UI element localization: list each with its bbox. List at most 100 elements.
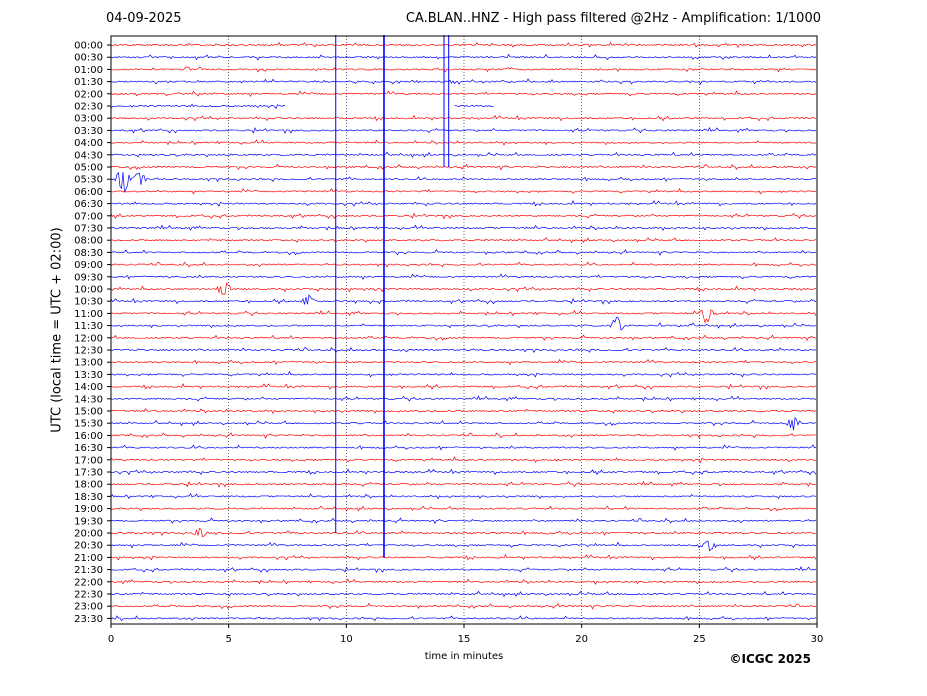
y-tick-label-10:30: 10:30 [74, 297, 103, 308]
trace-07:00 [110, 212, 817, 220]
y-tick-label-00:30: 00:30 [74, 53, 103, 64]
chart-title: CA.BLAN..HNZ - High pass filtered @2Hz -… [405, 11, 821, 26]
y-tick-label-19:00: 19:00 [74, 504, 103, 515]
trace-23:00 [110, 602, 817, 610]
trace-10:00 [110, 282, 817, 295]
date-label: 04-09-2025 [106, 11, 182, 26]
event-layer [335, 35, 450, 558]
trace-01:00 [110, 66, 817, 73]
trace-00:30 [110, 53, 817, 61]
y-tick-label-13:00: 13:00 [74, 358, 103, 369]
trace-22:00 [110, 578, 817, 585]
trace-14:30 [110, 395, 817, 402]
y-tick-label-12:00: 12:00 [74, 333, 103, 344]
y-tick-label-01:00: 01:00 [74, 65, 103, 76]
y-tick-label-00:00: 00:00 [74, 41, 103, 52]
trace-10:30 [110, 294, 817, 305]
trace-13:30 [110, 370, 817, 378]
trace-12:30 [110, 347, 817, 353]
y-tick-label-18:00: 18:00 [74, 480, 103, 491]
y-tick-label-23:00: 23:00 [74, 602, 103, 613]
trace-14:00 [110, 383, 817, 391]
trace-08:00 [110, 236, 817, 244]
trace-02:30 [110, 103, 494, 110]
y-tick-label-16:00: 16:00 [74, 431, 103, 442]
x-tick-label-5: 5 [225, 634, 231, 645]
trace-01:30 [110, 78, 817, 85]
y-tick-label-20:00: 20:00 [74, 529, 103, 540]
y-tick-label-18:30: 18:30 [74, 492, 103, 503]
y-tick-label-03:00: 03:00 [74, 114, 103, 125]
y-tick-label-17:00: 17:00 [74, 455, 103, 466]
y-tick-label-08:00: 08:00 [74, 236, 103, 247]
trace-18:30 [110, 493, 817, 500]
trace-04:00 [110, 139, 817, 146]
trace-05:00 [110, 163, 817, 171]
y-tick-label-05:30: 05:30 [74, 175, 103, 186]
y-tick-label-22:30: 22:30 [74, 590, 103, 601]
y-tick-label-12:30: 12:30 [74, 346, 103, 357]
trace-08:30 [110, 248, 817, 256]
trace-06:00 [110, 187, 817, 195]
trace-21:30 [110, 566, 817, 574]
trace-18:00 [110, 480, 817, 488]
trace-11:00 [110, 309, 817, 324]
y-tick-label-21:00: 21:00 [74, 553, 103, 564]
y-tick-label-06:30: 06:30 [74, 199, 103, 210]
y-tick-label-01:30: 01:30 [74, 77, 103, 88]
trace-07:30 [110, 224, 817, 232]
trace-02:00 [110, 90, 817, 98]
y-tick-label-23:30: 23:30 [74, 614, 103, 625]
trace-03:00 [110, 114, 817, 122]
trace-12:00 [110, 334, 817, 342]
trace-17:30 [110, 468, 817, 476]
trace-layer [110, 41, 817, 622]
y-tick-label-21:30: 21:30 [74, 565, 103, 576]
x-tick-label-0: 0 [108, 634, 114, 645]
trace-13:00 [110, 358, 817, 366]
y-tick-label-14:30: 14:30 [74, 394, 103, 405]
y-tick-label-20:30: 20:30 [74, 541, 103, 552]
trace-03:30 [110, 126, 817, 134]
trace-22:30 [110, 590, 817, 598]
y-tick-label-11:00: 11:00 [74, 309, 103, 320]
trace-20:00 [110, 527, 817, 538]
y-tick-label-08:30: 08:30 [74, 248, 103, 259]
y-tick-label-11:30: 11:30 [74, 321, 103, 332]
x-tick-label-10: 10 [340, 634, 353, 645]
trace-23:30 [110, 615, 817, 622]
y-tick-label-07:30: 07:30 [74, 224, 103, 235]
y-tick-label-14:00: 14:00 [74, 382, 103, 393]
x-tick-label-20: 20 [575, 634, 588, 645]
y-tick-label-02:00: 02:00 [74, 89, 103, 100]
y-tick-label-07:00: 07:00 [74, 211, 103, 222]
trace-17:00 [110, 456, 817, 463]
trace-06:30 [110, 200, 817, 207]
y-tick-label-02:30: 02:30 [74, 102, 103, 113]
y-tick-label-03:30: 03:30 [74, 126, 103, 137]
x-tick-label-30: 30 [811, 634, 824, 645]
trace-19:00 [110, 505, 817, 512]
y-tick-label-06:00: 06:00 [74, 187, 103, 198]
trace-04:30 [110, 151, 817, 158]
trace-09:00 [110, 261, 817, 268]
y-tick-label-13:30: 13:30 [74, 370, 103, 381]
y-tick-label-05:00: 05:00 [74, 163, 103, 174]
trace-20:30 [110, 540, 817, 552]
y-tick-label-15:30: 15:30 [74, 419, 103, 430]
trace-00:00 [110, 41, 817, 49]
x-axis-label: time in minutes [424, 651, 504, 662]
trace-15:00 [110, 408, 817, 415]
trace-19:30 [110, 517, 817, 525]
x-tick-label-25: 25 [693, 634, 706, 645]
trace-21:00 [110, 553, 817, 561]
y-tick-label-10:00: 10:00 [74, 285, 103, 296]
y-tick-label-04:30: 04:30 [74, 150, 103, 161]
y-tick-label-19:30: 19:30 [74, 516, 103, 527]
trace-15:30 [110, 416, 817, 431]
y-tick-label-15:00: 15:00 [74, 407, 103, 418]
trace-11:30 [110, 316, 817, 331]
trace-09:30 [110, 273, 817, 281]
